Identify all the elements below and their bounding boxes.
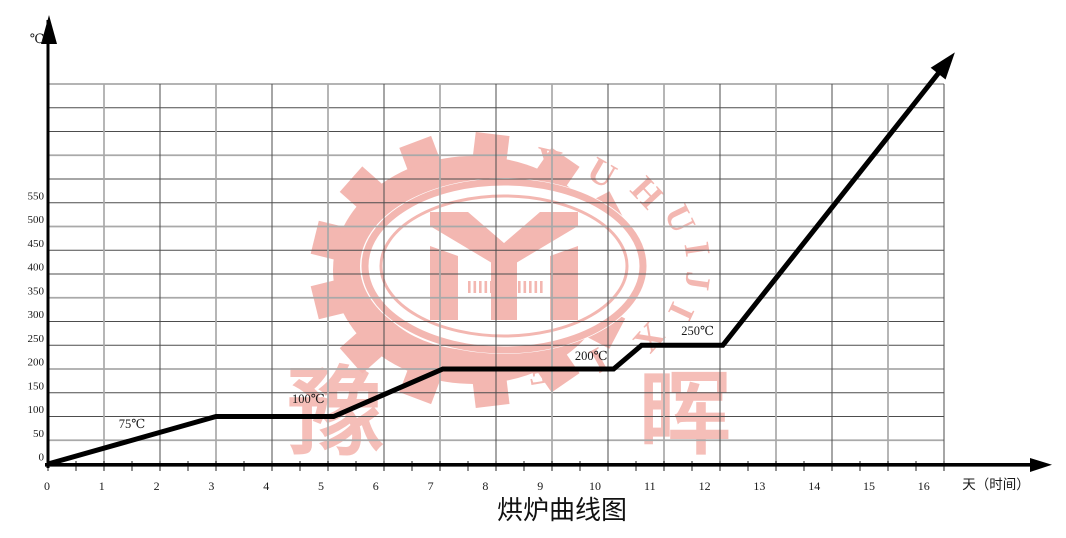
- emblem-hatch-left: [473, 281, 477, 293]
- x-tick-label: 1: [99, 479, 105, 493]
- gear-tooth: [339, 330, 382, 374]
- y-tick-label: 450: [28, 238, 45, 250]
- x-tick-label: 7: [428, 479, 434, 493]
- emblem-hatch-right: [518, 281, 521, 293]
- y-tick-label: 500: [28, 214, 45, 226]
- emblem-hatch-right: [523, 281, 527, 293]
- emblem-hatch-left: [484, 281, 488, 293]
- x-axis-arrowhead: [1030, 458, 1052, 472]
- y-tick-label: 50: [33, 428, 45, 440]
- axes: [41, 15, 1052, 472]
- curve-annotation: 75℃: [119, 417, 146, 431]
- x-axis-line: [45, 463, 1032, 467]
- emblem-y-stem: [491, 250, 517, 320]
- y-axis-unit-label: ℃: [30, 31, 45, 46]
- watermark-arc-letter: I: [676, 239, 718, 259]
- emblem-hatch-left: [468, 281, 471, 293]
- gear-tooth: [472, 131, 510, 162]
- gear-tooth: [339, 166, 382, 210]
- gear-tooth: [536, 351, 580, 393]
- y-tick-label: 350: [28, 285, 45, 297]
- x-tick-label: 12: [699, 479, 711, 493]
- x-tick-label: 0: [44, 479, 50, 493]
- watermark-arc-letter: J: [677, 269, 719, 292]
- curve-arrowhead: [930, 52, 955, 80]
- curve-annotation: 200℃: [575, 349, 608, 363]
- y-tick-label: 150: [28, 380, 45, 392]
- x-tick-label: 5: [318, 479, 324, 493]
- x-tick-label: 9: [537, 479, 543, 493]
- x-tick-label: 3: [208, 479, 214, 493]
- emblem-ellipse-inner: [379, 194, 629, 338]
- emblem-hatch-right: [529, 281, 532, 293]
- chart-title: 烘炉曲线图: [497, 496, 627, 525]
- y-axis-line: [46, 20, 50, 468]
- x-tick-label: 4: [263, 479, 269, 493]
- x-tick-label: 16: [918, 479, 930, 493]
- emblem-hatch-left: [479, 281, 482, 293]
- y-axis-arrowhead: [41, 15, 57, 44]
- y-tick-label: 200: [28, 357, 45, 369]
- emblem-right-column: [550, 246, 578, 320]
- x-tick-label: 6: [373, 479, 379, 493]
- grid-lines: [47, 83, 945, 471]
- x-tick-label: 14: [808, 479, 820, 493]
- curve-annotation: 250℃: [681, 324, 714, 338]
- emblem-hatch-left: [490, 281, 493, 293]
- x-axis-unit-label: 天（时间）: [962, 477, 1030, 492]
- y-tick-label: 100: [28, 404, 45, 416]
- emblem-hatch-right: [540, 281, 543, 293]
- temperature-curve: [47, 52, 955, 467]
- x-tick-label: 15: [863, 479, 875, 493]
- x-tick-label: 2: [154, 479, 160, 493]
- emblem-left-column: [430, 246, 458, 320]
- emblem-ellipse-outer: [361, 178, 647, 354]
- furnace-curve-line: [47, 61, 949, 467]
- x-tick-label: 8: [482, 479, 488, 493]
- y-tick-label: 250: [28, 333, 45, 345]
- y-tick-label: 300: [28, 309, 45, 321]
- x-tick-label: 11: [644, 479, 656, 493]
- watermark-cn-right: 晖: [639, 364, 731, 466]
- curve-annotation: 100℃: [292, 392, 325, 406]
- y-tick-label: 400: [28, 262, 45, 274]
- gear-tooth: [536, 147, 580, 189]
- y-tick-label: 0: [39, 452, 45, 464]
- x-tick-label: 10: [589, 479, 601, 493]
- y-tick-label: 550: [28, 190, 45, 202]
- emblem-hatch-right: [534, 281, 538, 293]
- x-tick-label: 13: [753, 479, 765, 493]
